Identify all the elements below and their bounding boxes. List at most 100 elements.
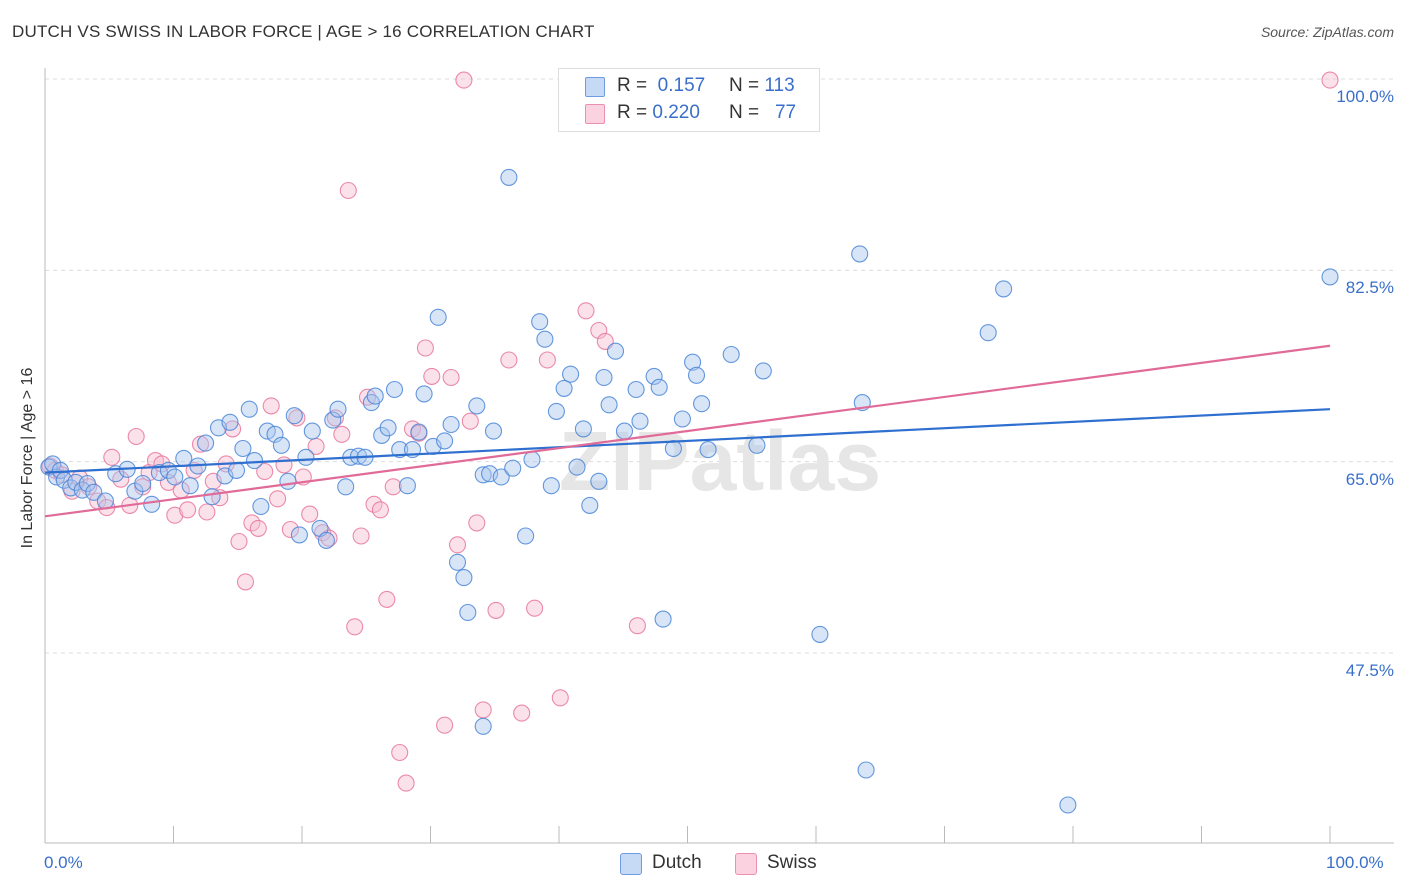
swiss-point-44 [339, 181, 357, 200]
dutch-point-102 [811, 625, 829, 643]
dutch-point-108 [1059, 796, 1077, 814]
swiss-point-69 [538, 351, 556, 369]
dutch-point-60 [436, 432, 454, 450]
swiss-point-75 [1321, 71, 1339, 89]
dutch-point-83 [590, 472, 608, 490]
dutch-point-97 [693, 395, 711, 413]
dutch-point-57 [415, 385, 433, 403]
dutch-point-82 [581, 496, 599, 514]
swiss-point-33 [269, 490, 287, 508]
dutch-point-81 [574, 420, 592, 438]
dutch-point-61 [442, 415, 460, 434]
watermark: ZIPatlas [559, 414, 881, 508]
chart-source: Source: ZipAtlas.com [1260, 24, 1394, 40]
chart-title: DUTCH VS SWISS IN LABOR FORCE | AGE > 16… [12, 22, 595, 41]
dutch-point-23 [203, 488, 221, 506]
dutch-point-78 [555, 379, 573, 397]
dutch-point-80 [568, 458, 586, 476]
dutch-point-62 [448, 553, 467, 571]
dutch-point-14 [134, 474, 152, 493]
swiss-point-36 [288, 409, 306, 427]
dutch-point-44 [337, 478, 355, 496]
dutch-point-66 [474, 466, 492, 484]
dutch-point-15 [143, 495, 161, 513]
dutch-point-28 [234, 439, 252, 458]
dutch-point-26 [221, 413, 239, 431]
swiss-point-21 [191, 435, 210, 453]
dutch-point-100 [748, 436, 766, 454]
dutch-point-70 [500, 168, 518, 186]
swiss-swatch [585, 104, 605, 124]
dutch-point-64 [459, 603, 477, 622]
dutch-point-94 [673, 410, 691, 428]
dutch-point-22 [197, 434, 215, 452]
dutch-point-38 [297, 448, 315, 466]
dutch-point-31 [252, 497, 270, 516]
dutch-point-65 [468, 397, 486, 415]
dutch-point-71 [504, 459, 522, 477]
swiss-point-27 [230, 532, 248, 551]
swiss-point-11 [127, 427, 145, 446]
dutch-point-59 [429, 308, 447, 326]
swiss-point-52 [391, 743, 409, 762]
swiss-n: N = 77 [729, 102, 797, 123]
dutch-point-30 [245, 452, 264, 470]
swiss-legend-swatch [735, 853, 757, 875]
dutch-legend-swatch [620, 853, 642, 875]
swiss-point-49 [371, 501, 389, 519]
swiss-point-32 [262, 397, 280, 415]
swiss-point-45 [346, 618, 364, 636]
y-tick-label-3: 100.0% [1336, 87, 1394, 106]
swiss-point-46 [352, 527, 370, 545]
dutch-point-43 [329, 400, 347, 418]
swiss-point-67 [513, 704, 531, 722]
swiss-point-57 [423, 367, 441, 385]
swiss-point-43 [333, 425, 351, 443]
dutch-point-73 [523, 450, 541, 469]
y-tick-label-1: 65.0% [1345, 469, 1394, 489]
swiss-point-56 [416, 339, 434, 357]
swiss-point-51 [384, 478, 402, 496]
dutch-point-110 [474, 717, 492, 735]
dutch-point-77 [547, 402, 565, 420]
swiss-point-28 [236, 573, 255, 591]
dutch-point-101 [754, 362, 772, 380]
dutch-point-99 [722, 345, 740, 364]
dutch-point-19 [175, 449, 193, 467]
swiss-point-34 [275, 456, 293, 474]
swiss-point-66 [500, 351, 518, 369]
dutch-point-88 [627, 380, 645, 399]
dutch-n: N = 113 [729, 75, 795, 96]
swiss-legend-label: Swiss [767, 852, 817, 873]
swiss-point-59 [442, 368, 460, 387]
swiss-point-38 [301, 505, 319, 523]
dutch-point-72 [517, 527, 535, 545]
dutch-point-74 [531, 313, 549, 331]
dutch-legend-label: Dutch [652, 852, 702, 873]
dutch-point-92 [654, 610, 672, 628]
axes [44, 68, 1394, 844]
dutch-point-8 [78, 474, 96, 493]
dutch-point-76 [542, 477, 560, 495]
dutch-point-53 [391, 441, 409, 459]
swiss-point-8 [103, 448, 121, 466]
dutch-point-20 [181, 477, 199, 495]
dutch-point-105 [857, 761, 875, 779]
dutch-point-91 [650, 378, 668, 396]
swiss-point-70 [551, 689, 569, 707]
dutch-point-41 [317, 531, 335, 549]
dutch-point-96 [687, 366, 706, 384]
y-axis-title: In Labor Force | Age > 16 [19, 367, 36, 549]
dutch-point-69 [492, 468, 510, 486]
dutch-point-98 [699, 441, 717, 459]
swiss-point-50 [378, 590, 396, 608]
x-tick-label-max: 100.0% [1326, 853, 1384, 872]
dutch-point-39 [303, 422, 321, 440]
swiss-r: R = 0.220 [617, 102, 700, 123]
dutch-point-106 [979, 324, 997, 342]
swiss-point-17 [166, 506, 184, 524]
dutch-point-36 [285, 407, 303, 425]
swiss-point-35 [281, 520, 299, 539]
swiss-point-60 [448, 536, 467, 554]
swiss-point-62 [461, 412, 479, 430]
